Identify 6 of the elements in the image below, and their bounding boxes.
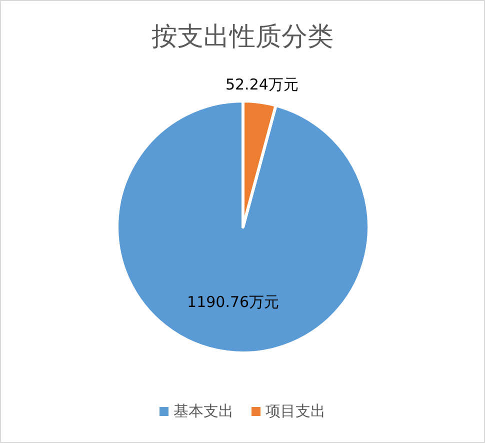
data-label: 52.24万元 bbox=[225, 75, 298, 94]
pie-slice bbox=[116, 100, 370, 354]
chart-title: 按支出性质分类 bbox=[152, 22, 334, 52]
legend-label: 基本支出 bbox=[174, 402, 234, 420]
data-label: 1190.76万元 bbox=[187, 292, 280, 311]
legend-label: 项目支出 bbox=[266, 402, 326, 420]
